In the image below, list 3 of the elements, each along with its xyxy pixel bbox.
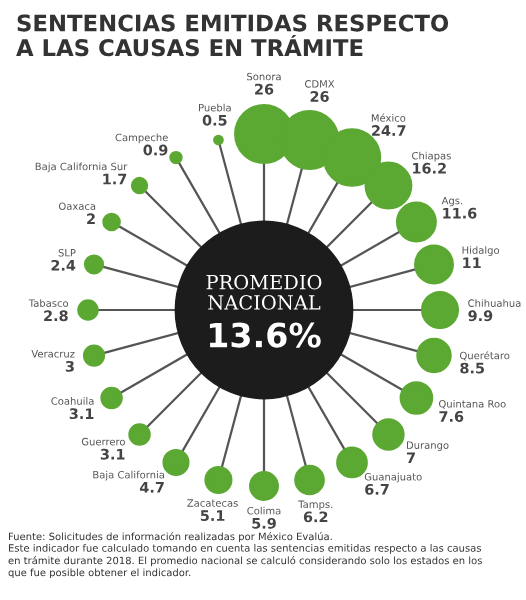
text: 13.6% [209, 322, 321, 348]
text: SENTENCIAS EMITIDAS RESPECTO A LAS CAUSAS EN TRÁMITE [16, 14, 449, 57]
text: PROMEDIO NACIONAL [206, 274, 322, 310]
